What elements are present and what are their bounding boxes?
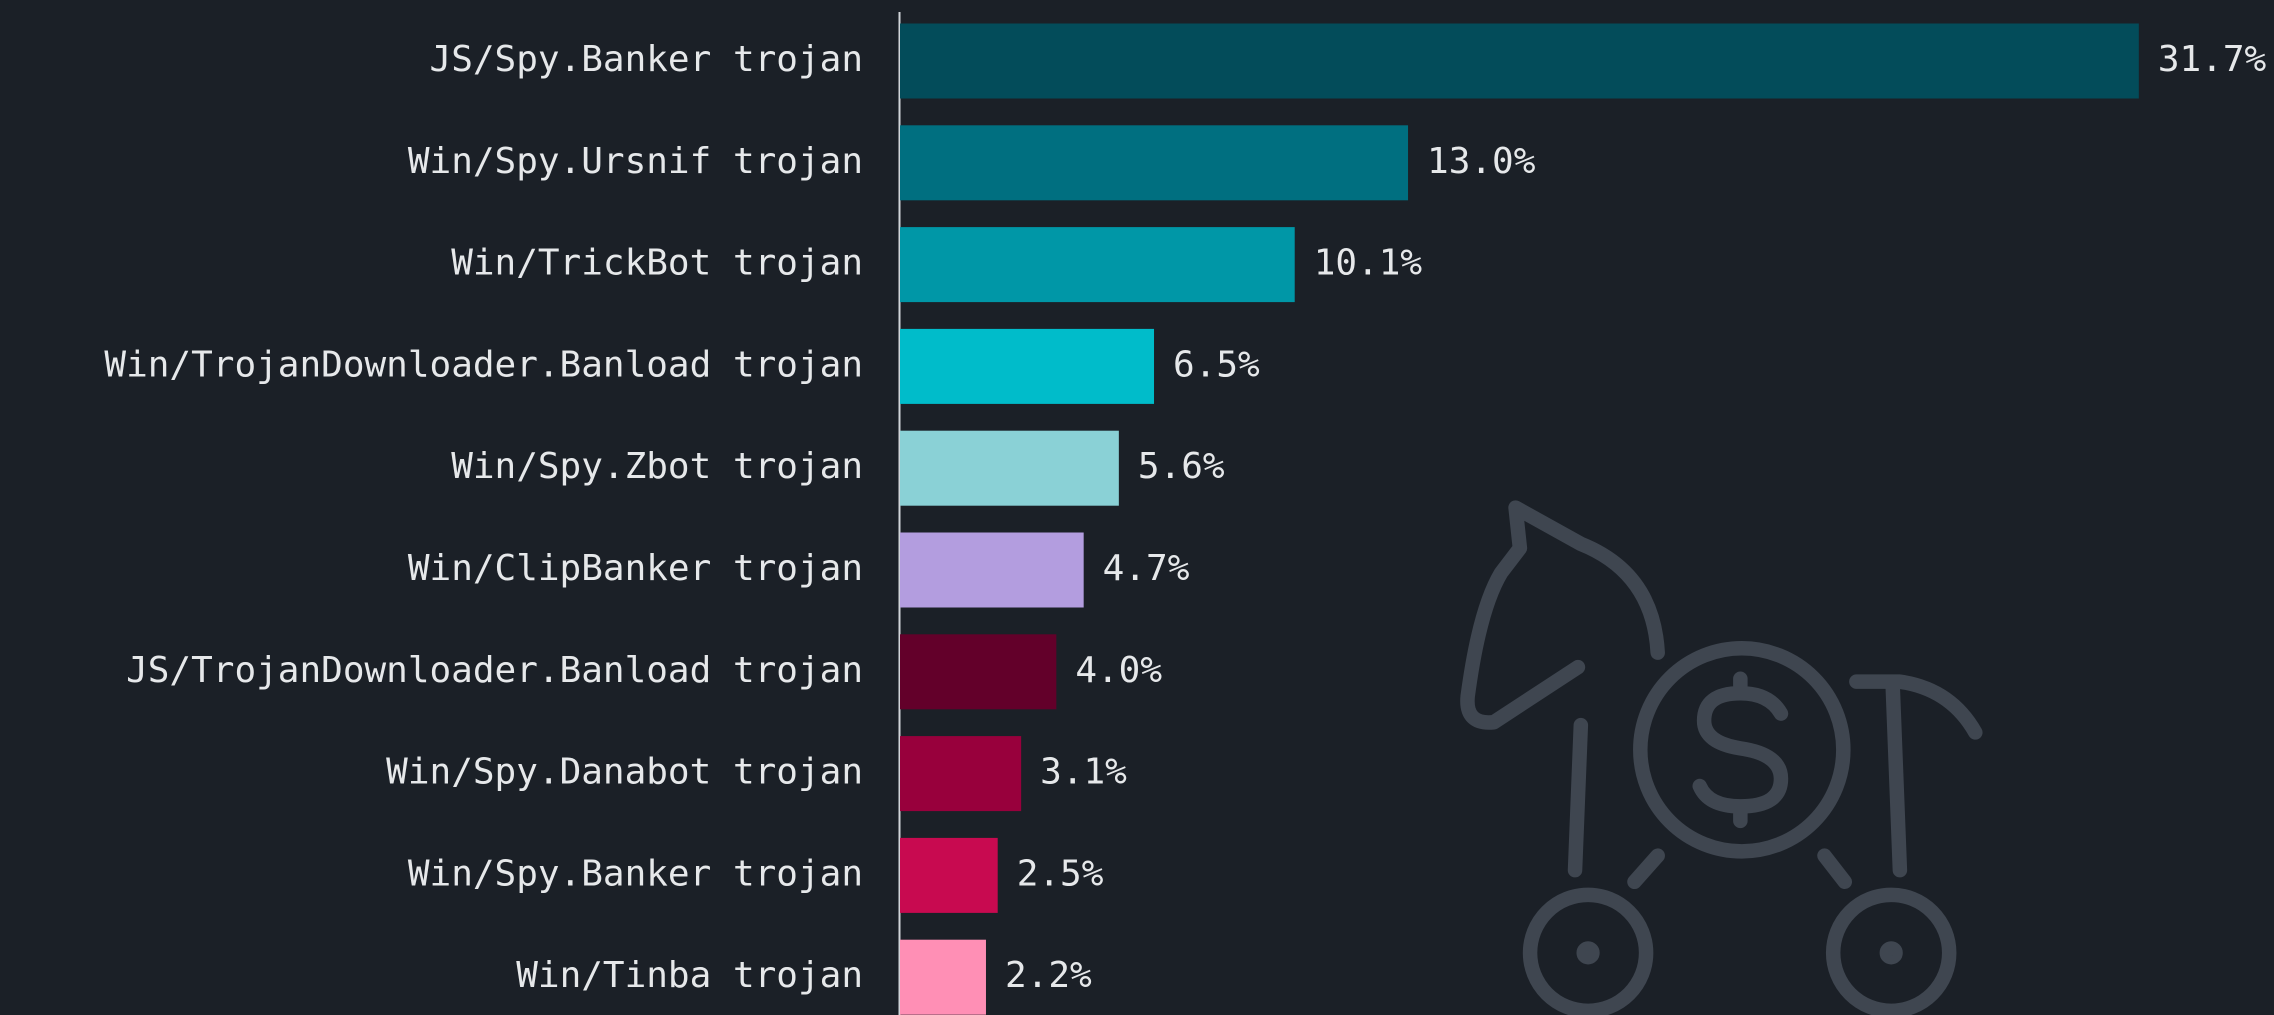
category-label: JS/TrojanDownloader.Banload trojan [126, 650, 863, 691]
category-label: Win/Spy.Zbot trojan [451, 446, 863, 487]
bar [900, 634, 1057, 710]
bar [900, 430, 1119, 506]
value-label: 13.0% [1427, 141, 1536, 182]
category-label: Win/Tinba trojan [516, 955, 863, 996]
value-label: 3.1% [1040, 752, 1127, 793]
value-label: 10.1% [1314, 243, 1423, 284]
bar [900, 736, 1022, 812]
value-label: 4.0% [1075, 650, 1162, 691]
category-label: JS/Spy.Banker trojan [430, 39, 863, 80]
bar [900, 532, 1084, 608]
category-label: Win/Spy.Danabot trojan [386, 752, 863, 793]
bar [900, 939, 986, 1015]
category-label: Win/TrickBot trojan [451, 243, 863, 284]
bar [900, 227, 1295, 303]
bar [900, 23, 2139, 99]
value-label: 4.7% [1103, 548, 1190, 589]
bar [900, 125, 1409, 201]
value-label: 31.7% [2158, 39, 2267, 80]
value-label: 5.6% [1138, 446, 1225, 487]
bar [900, 837, 998, 913]
value-label: 2.5% [1017, 853, 1104, 894]
category-label: Win/ClipBanker trojan [408, 548, 863, 589]
value-label: 2.2% [1005, 955, 1092, 996]
trojan-horse-icon [1460, 500, 1983, 1015]
category-label: Win/Spy.Banker trojan [408, 853, 863, 894]
value-label: 6.5% [1173, 344, 1260, 385]
category-label: Win/Spy.Ursnif trojan [408, 141, 863, 182]
bar [900, 328, 1155, 404]
category-label: Win/TrojanDownloader.Banload trojan [104, 344, 863, 385]
